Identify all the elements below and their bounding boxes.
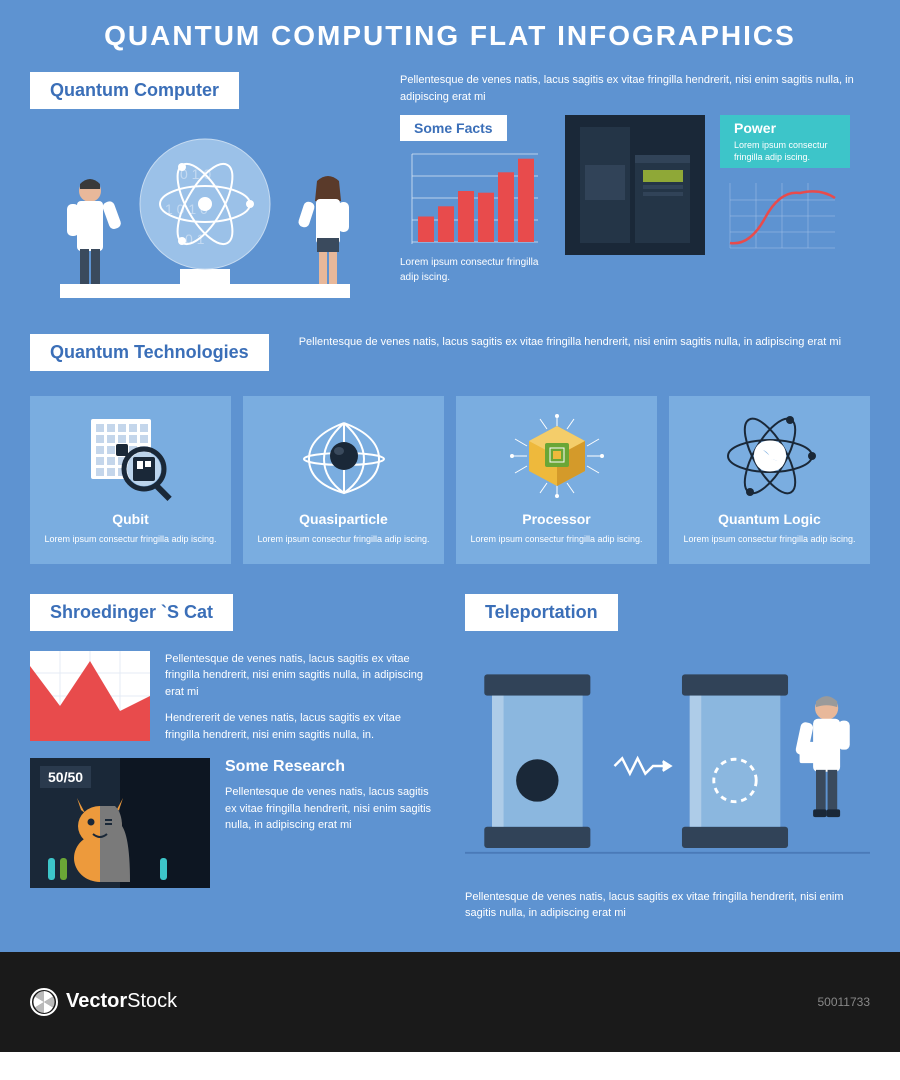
tech-card-quantum-logic: Quantum Logic Lorem ipsum consectur frin… bbox=[669, 396, 870, 564]
cat-bottom-row: 50/50 bbox=[30, 758, 435, 888]
shutter-icon bbox=[30, 988, 58, 1016]
footer-brand: VectorStock bbox=[30, 988, 177, 1016]
tele-desc: Pellentesque de venes natis, lacus sagit… bbox=[465, 889, 870, 922]
card-title: Quantum Logic bbox=[681, 511, 858, 527]
cat-box-illustration: 50/50 bbox=[30, 758, 210, 888]
qc-intro-text: Pellentesque de venes natis, lacus sagit… bbox=[400, 72, 870, 105]
row1-right: Pellentesque de venes natis, lacus sagit… bbox=[400, 72, 870, 309]
cat-desc2: Hendrererit de venes natis, lacus sagiti… bbox=[165, 710, 435, 743]
facts-column: Some Facts Lorem ipsum consectur fringil… bbox=[400, 115, 550, 285]
quasiparticle-icon bbox=[294, 411, 394, 501]
quantum-logic-icon bbox=[720, 411, 820, 501]
section-label-qc: Quantum Computer bbox=[30, 72, 239, 109]
facts-desc: Lorem ipsum consectur fringilla adip isc… bbox=[400, 255, 550, 285]
page-title: QUANTUM COMPUTING FLAT INFOGRAPHICS bbox=[30, 20, 870, 52]
cat-desc-block: Pellentesque de venes natis, lacus sagit… bbox=[165, 651, 435, 744]
card-title: Quasiparticle bbox=[255, 511, 432, 527]
card-desc: Lorem ipsum consectur fringilla adip isc… bbox=[681, 533, 858, 546]
schrodinger-column: Shroedinger `S Cat Pellentesque de venes… bbox=[30, 594, 435, 922]
facts-power-row: Some Facts Lorem ipsum consectur fringil… bbox=[400, 115, 870, 285]
footer-bar: VectorStock 50011733 bbox=[0, 952, 900, 1052]
infographic-page: QUANTUM COMPUTING FLAT INFOGRAPHICS Quan… bbox=[0, 0, 900, 952]
teleportation-illustration bbox=[465, 651, 870, 881]
research-desc: Pellentesque de venes natis, lacus sagit… bbox=[225, 784, 435, 834]
cat-area-chart bbox=[30, 651, 150, 741]
processor-icon bbox=[507, 411, 607, 501]
row-quantum-computer: Quantum Computer 0 1 0 1 0 1 0 0 1 bbox=[30, 72, 870, 309]
card-desc: Lorem ipsum consectur fringilla adip isc… bbox=[468, 533, 645, 546]
card-desc: Lorem ipsum consectur fringilla adip isc… bbox=[42, 533, 219, 546]
quantum-computer-panel: Quantum Computer 0 1 0 1 0 1 0 0 1 bbox=[30, 72, 380, 309]
tech-card-quasiparticle: Quasiparticle Lorem ipsum consectur frin… bbox=[243, 396, 444, 564]
facts-bar-chart bbox=[400, 149, 540, 249]
cat-desc1: Pellentesque de venes natis, lacus sagit… bbox=[165, 651, 435, 701]
tech-card-qubit: Qubit Lorem ipsum consectur fringilla ad… bbox=[30, 396, 231, 564]
facts-label: Some Facts bbox=[400, 115, 507, 141]
footer-text: VectorStock bbox=[66, 990, 177, 1013]
section-label-tele: Teleportation bbox=[465, 594, 618, 631]
server-illustration bbox=[565, 115, 705, 255]
tech-intro-text: Pellentesque de venes natis, lacus sagit… bbox=[299, 334, 870, 351]
tech-cards-row: Qubit Lorem ipsum consectur fringilla ad… bbox=[30, 396, 870, 564]
power-column: Power Lorem ipsum consectur fringilla ad… bbox=[720, 115, 870, 285]
quantum-computer-illustration: 0 1 0 1 0 1 0 0 1 bbox=[30, 119, 380, 309]
card-title: Processor bbox=[468, 511, 645, 527]
teleportation-column: Teleportation bbox=[465, 594, 870, 922]
row-tech-header: Quantum Technologies Pellentesque de ven… bbox=[30, 334, 870, 381]
power-curve-chart bbox=[720, 178, 840, 258]
tech-card-processor: Processor Lorem ipsum consectur fringill… bbox=[456, 396, 657, 564]
card-desc: Lorem ipsum consectur fringilla adip isc… bbox=[255, 533, 432, 546]
power-label: Power Lorem ipsum consectur fringilla ad… bbox=[720, 115, 850, 168]
footer-id: 50011733 bbox=[818, 995, 871, 1009]
research-title: Some Research bbox=[225, 758, 435, 776]
cat-box-label: 50/50 bbox=[40, 766, 91, 788]
cat-top-row: Pellentesque de venes natis, lacus sagit… bbox=[30, 651, 435, 744]
section-label-cat: Shroedinger `S Cat bbox=[30, 594, 233, 631]
section-label-tech: Quantum Technologies bbox=[30, 334, 269, 371]
row-cat-teleport: Shroedinger `S Cat Pellentesque de venes… bbox=[30, 594, 870, 922]
research-block: Some Research Pellentesque de venes nati… bbox=[225, 758, 435, 888]
card-title: Qubit bbox=[42, 511, 219, 527]
qubit-icon bbox=[81, 411, 181, 501]
